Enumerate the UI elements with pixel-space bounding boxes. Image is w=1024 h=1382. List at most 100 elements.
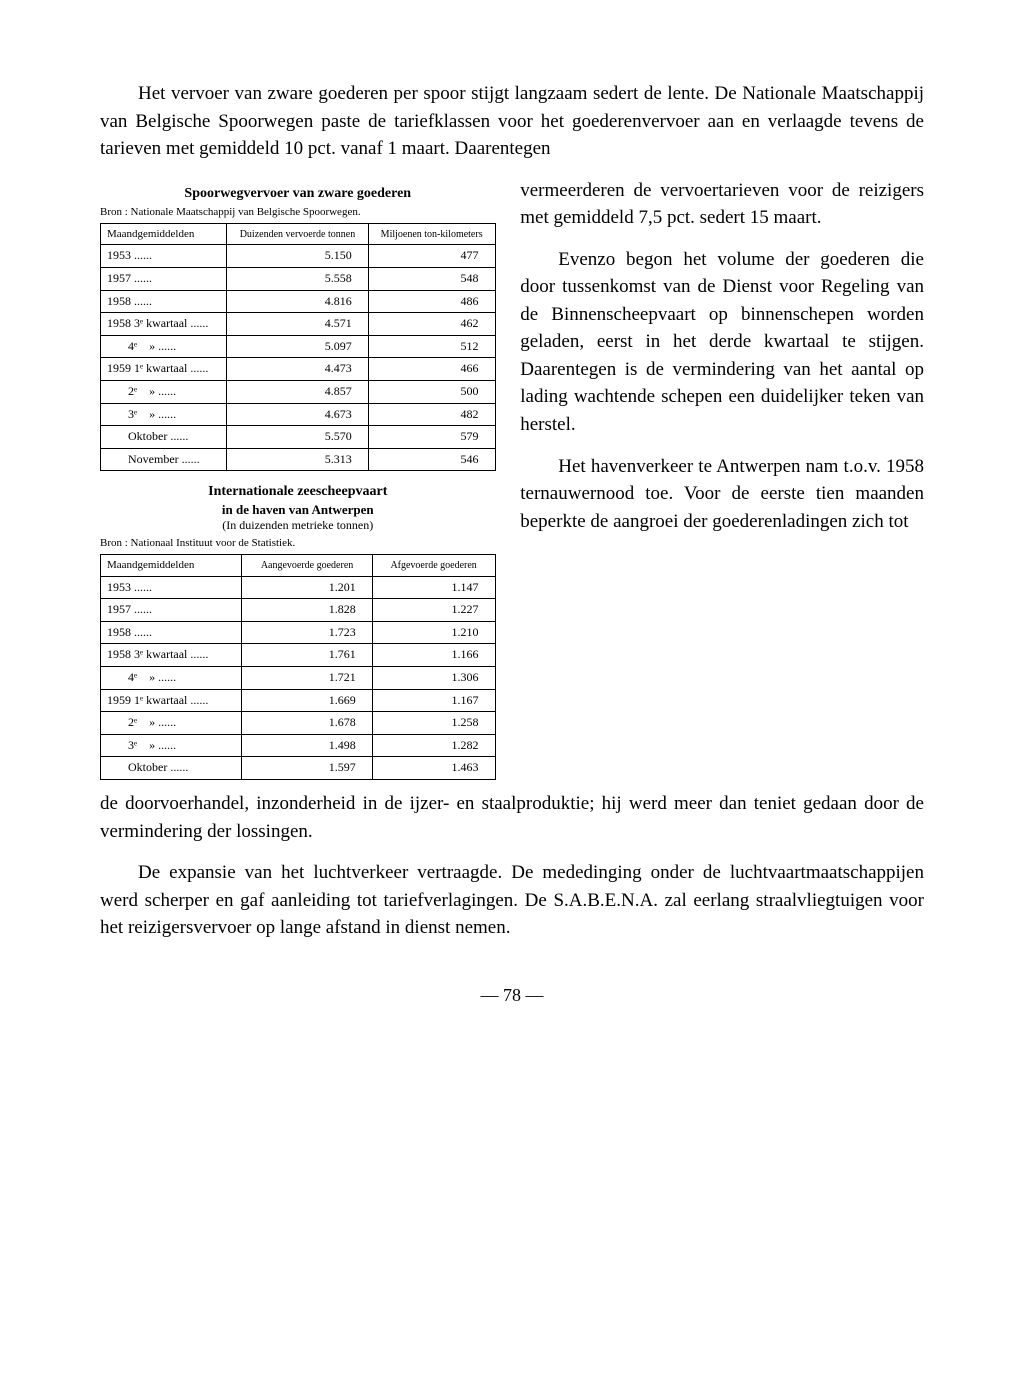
table-row: 2ᵉ » ......1.6781.258	[101, 712, 496, 735]
table1-source: Bron : Nationale Maatschappij van Belgis…	[100, 205, 496, 219]
row-label: Oktober ......	[101, 757, 242, 780]
table-row: 1957 ......1.8281.227	[101, 599, 496, 622]
row-value-1: 4.857	[227, 380, 369, 403]
table-row: 1958 3ᵉ kwartaal ......1.7611.166	[101, 644, 496, 667]
row-value-1: 4.571	[227, 313, 369, 336]
row-label: November ......	[101, 448, 227, 471]
row-label: 1959 1ᵉ kwartaal ......	[101, 358, 227, 381]
row-value-1: 5.097	[227, 335, 369, 358]
table1-title: Spoorwegvervoer van zware goederen	[100, 185, 496, 203]
row-label: 2ᵉ » ......	[101, 712, 242, 735]
last-paragraph: De expansie van het luchtverkeer vertraa…	[100, 859, 924, 942]
row-value-1: 5.570	[227, 426, 369, 449]
table1-head-period: Maandgemiddelden	[101, 224, 227, 245]
row-value-2: 1.306	[372, 667, 495, 690]
row-value-1: 1.678	[242, 712, 372, 735]
row-value-1: 1.761	[242, 644, 372, 667]
row-label: 1953 ......	[101, 576, 242, 599]
shipping-table: Maandgemiddelden Aangevoerde goederen Af…	[100, 554, 496, 780]
page-number: — 78 —	[100, 982, 924, 1008]
table-row: 1958 ......4.816486	[101, 290, 496, 313]
row-value-1: 1.828	[242, 599, 372, 622]
table2-source: Bron : Nationaal Instituut voor de Stati…	[100, 536, 496, 550]
row-value-2: 1.166	[372, 644, 495, 667]
table-row: 3ᵉ » ......4.673482	[101, 403, 496, 426]
row-value-1: 5.150	[227, 245, 369, 268]
row-value-1: 1.597	[242, 757, 372, 780]
table-row: 4ᵉ » ......1.7211.306	[101, 667, 496, 690]
continuation-paragraph: de doorvoerhandel, inzonderheid in de ij…	[100, 790, 924, 845]
two-column-section: Spoorwegvervoer van zware goederen Bron …	[100, 177, 924, 790]
table-row: 1957 ......5.558548	[101, 268, 496, 291]
table-row: 4ᵉ » ......5.097512	[101, 335, 496, 358]
rail-freight-table: Maandgemiddelden Duizenden vervoerde ton…	[100, 223, 496, 471]
table2-title1: Internationale zeescheepvaart	[100, 483, 496, 501]
table1-head-col1: Duizenden vervoerde tonnen	[227, 224, 369, 245]
table-row: 1958 3ᵉ kwartaal ......4.571462	[101, 313, 496, 336]
row-value-2: 546	[368, 448, 495, 471]
row-value-1: 4.673	[227, 403, 369, 426]
row-value-2: 1.258	[372, 712, 495, 735]
table1-head-col2: Miljoenen ton-kilometers	[368, 224, 495, 245]
row-label: 4ᵉ » ......	[101, 667, 242, 690]
row-label: 1958 ......	[101, 621, 242, 644]
row-value-2: 477	[368, 245, 495, 268]
right-para-2: Evenzo begon het volume der goederen die…	[520, 246, 924, 439]
left-column-tables: Spoorwegvervoer van zware goederen Bron …	[100, 177, 496, 790]
table-row: 1953 ......1.2011.147	[101, 576, 496, 599]
table-row: Oktober ......5.570579	[101, 426, 496, 449]
row-label: 1959 1ᵉ kwartaal ......	[101, 689, 242, 712]
right-column-text: vermeerderen de vervoertarieven voor de …	[520, 177, 924, 550]
row-value-2: 466	[368, 358, 495, 381]
row-value-2: 548	[368, 268, 495, 291]
table-row: 1959 1ᵉ kwartaal ......1.6691.167	[101, 689, 496, 712]
row-label: Oktober ......	[101, 426, 227, 449]
table-row: 1959 1ᵉ kwartaal ......4.473466	[101, 358, 496, 381]
table2-title3: (In duizenden metrieke tonnen)	[100, 518, 496, 534]
table2-title2: in de haven van Antwerpen	[100, 502, 496, 519]
table-row: 2ᵉ » ......4.857500	[101, 380, 496, 403]
row-label: 2ᵉ » ......	[101, 380, 227, 403]
row-label: 1953 ......	[101, 245, 227, 268]
row-label: 1957 ......	[101, 599, 242, 622]
row-value-2: 1.147	[372, 576, 495, 599]
row-label: 3ᵉ » ......	[101, 734, 242, 757]
row-value-1: 1.201	[242, 576, 372, 599]
table2-head-period: Maandgemiddelden	[101, 555, 242, 576]
row-value-1: 1.498	[242, 734, 372, 757]
row-value-2: 1.167	[372, 689, 495, 712]
row-label: 1958 3ᵉ kwartaal ......	[101, 644, 242, 667]
row-value-2: 1.210	[372, 621, 495, 644]
row-label: 4ᵉ » ......	[101, 335, 227, 358]
row-label: 3ᵉ » ......	[101, 403, 227, 426]
intro-paragraph: Het vervoer van zware goederen per spoor…	[100, 80, 924, 163]
row-value-1: 4.816	[227, 290, 369, 313]
row-value-2: 486	[368, 290, 495, 313]
row-label: 1958 ......	[101, 290, 227, 313]
row-value-1: 5.313	[227, 448, 369, 471]
row-value-1: 1.721	[242, 667, 372, 690]
row-value-1: 1.723	[242, 621, 372, 644]
right-para-1: vermeerderen de vervoertarieven voor de …	[520, 177, 924, 232]
table-row: Oktober ......1.5971.463	[101, 757, 496, 780]
row-value-1: 4.473	[227, 358, 369, 381]
row-value-2: 482	[368, 403, 495, 426]
row-label: 1957 ......	[101, 268, 227, 291]
table2-head-col2: Afgevoerde goederen	[372, 555, 495, 576]
row-value-2: 512	[368, 335, 495, 358]
table-row: 1953 ......5.150477	[101, 245, 496, 268]
row-value-2: 579	[368, 426, 495, 449]
row-value-1: 1.669	[242, 689, 372, 712]
row-value-1: 5.558	[227, 268, 369, 291]
row-value-2: 1.463	[372, 757, 495, 780]
row-value-2: 462	[368, 313, 495, 336]
table-row: November ......5.313546	[101, 448, 496, 471]
row-label: 1958 3ᵉ kwartaal ......	[101, 313, 227, 336]
table-row: 1958 ......1.7231.210	[101, 621, 496, 644]
table-row: 3ᵉ » ......1.4981.282	[101, 734, 496, 757]
row-value-2: 500	[368, 380, 495, 403]
row-value-2: 1.227	[372, 599, 495, 622]
page-content: Het vervoer van zware goederen per spoor…	[100, 80, 924, 1008]
right-para-3: Het havenverkeer te Antwerpen nam t.o.v.…	[520, 453, 924, 536]
row-value-2: 1.282	[372, 734, 495, 757]
